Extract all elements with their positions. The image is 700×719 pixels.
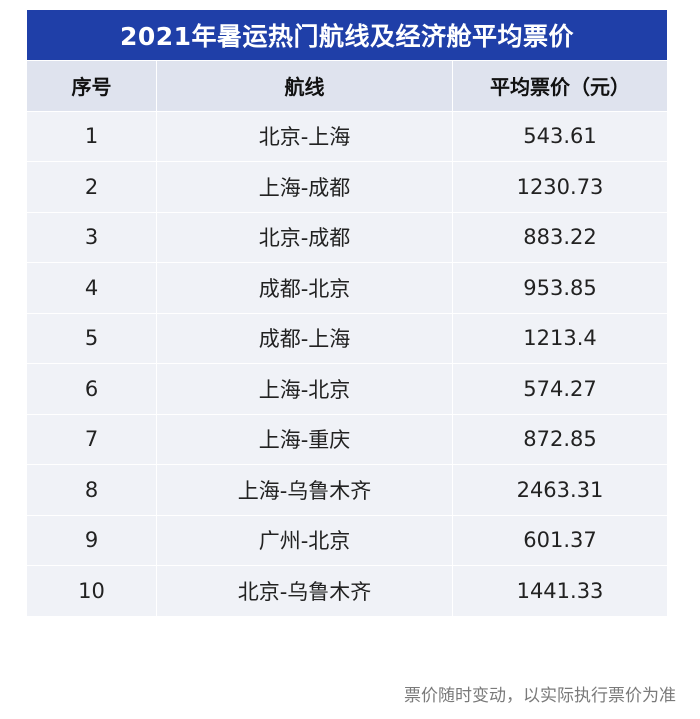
row-route: 上海-乌鲁木齐 xyxy=(157,464,453,515)
row-route: 成都-上海 xyxy=(157,312,453,363)
row-index: 1 xyxy=(27,110,157,161)
row-price: 574.27 xyxy=(453,363,667,414)
row-price: 883.22 xyxy=(453,211,667,262)
row-price: 543.61 xyxy=(453,110,667,161)
header-route: 航线 xyxy=(157,60,453,111)
price-table: 2021年暑运热门航线及经济舱平均票价 序号 航线 平均票价（元） 1 北京-上… xyxy=(27,10,667,616)
row-route: 上海-成都 xyxy=(157,161,453,212)
row-index: 8 xyxy=(27,464,157,515)
footer-note: 票价随时变动，以实际执行票价为准 xyxy=(404,686,676,706)
row-route: 北京-成都 xyxy=(157,211,453,262)
row-route: 上海-重庆 xyxy=(157,413,453,464)
row-index: 5 xyxy=(27,312,157,363)
row-index: 6 xyxy=(27,363,157,414)
row-price: 1441.33 xyxy=(453,565,667,616)
row-price: 872.85 xyxy=(453,413,667,464)
row-index: 7 xyxy=(27,413,157,464)
row-route: 成都-北京 xyxy=(157,262,453,313)
header-price: 平均票价（元） xyxy=(453,60,667,111)
table-grid: 序号 航线 平均票价（元） 1 北京-上海 543.61 2 上海-成都 123… xyxy=(27,60,667,616)
row-index: 2 xyxy=(27,161,157,212)
row-price: 953.85 xyxy=(453,262,667,313)
header-index: 序号 xyxy=(27,60,157,111)
row-price: 1230.73 xyxy=(453,161,667,212)
row-route: 北京-乌鲁木齐 xyxy=(157,565,453,616)
row-index: 3 xyxy=(27,211,157,262)
row-price: 2463.31 xyxy=(453,464,667,515)
row-index: 10 xyxy=(27,565,157,616)
row-route: 上海-北京 xyxy=(157,363,453,414)
row-price: 601.37 xyxy=(453,514,667,565)
row-index: 9 xyxy=(27,514,157,565)
row-route: 北京-上海 xyxy=(157,110,453,161)
table-title: 2021年暑运热门航线及经济舱平均票价 xyxy=(27,10,667,60)
row-price: 1213.4 xyxy=(453,312,667,363)
row-route: 广州-北京 xyxy=(157,514,453,565)
row-index: 4 xyxy=(27,262,157,313)
